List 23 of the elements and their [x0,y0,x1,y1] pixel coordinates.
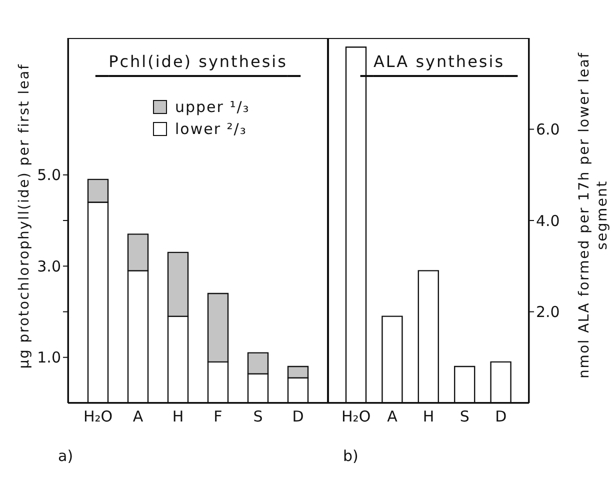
x-tick-label: H₂O [342,408,371,426]
x-tick-label: D [292,408,304,426]
y-tick-label: 4.0 [536,212,560,230]
y-tick-label: 2.0 [536,303,560,322]
x-tick-label: A [132,408,144,426]
legend-label: lower ²/₃ [175,120,247,138]
y-axis-title: nmol ALA formed per 17h per lower leaf segment [575,50,611,380]
legend-label: upper ¹/₃ [175,98,250,116]
x-tick-label: A [387,408,398,426]
y-axis-title: µg protochlorophyll(ide) per first leaf [15,62,33,370]
x-tick-label: D [495,408,507,426]
text: a) [58,447,74,465]
x-tick-label: S [253,408,263,426]
y-tick-label: 5.0 [37,166,61,184]
y-tick-label: 6.0 [536,120,560,139]
x-tick-label: F [214,408,222,426]
x-tick-label: H [422,408,434,426]
x-tick-label: H [172,408,184,426]
text: b) [343,447,358,465]
y-tick-label: 3.0 [37,257,61,276]
y-tick-label: 1.0 [37,348,61,367]
x-tick-label: S [460,408,470,426]
x-tick-label: H₂O [83,408,113,426]
